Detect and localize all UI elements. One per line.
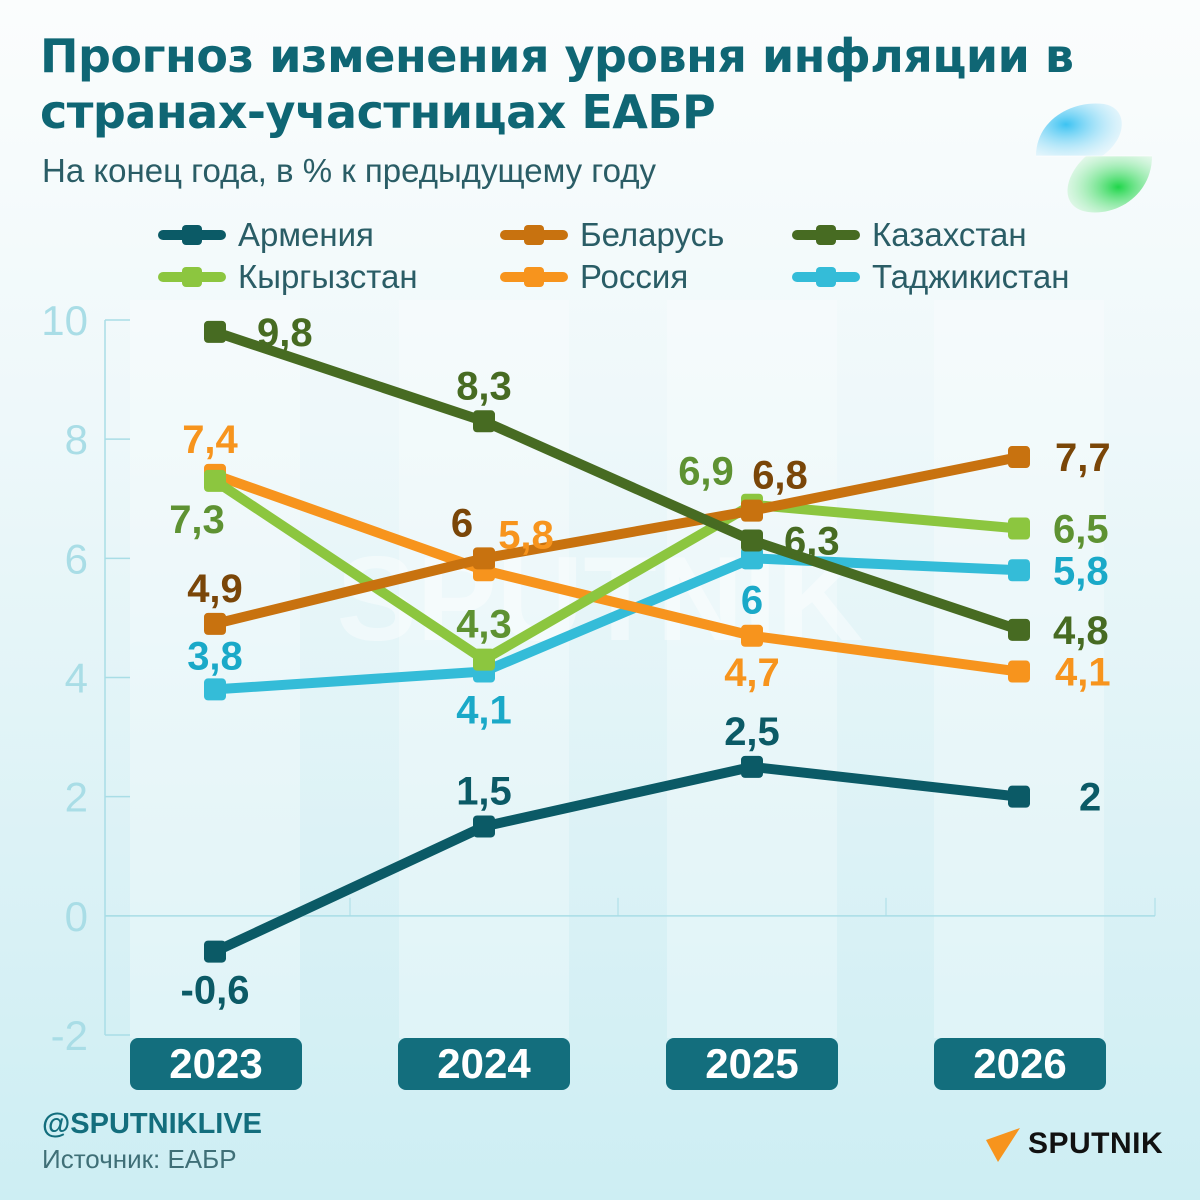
legend-item: Армения — [158, 216, 500, 254]
data-label: 6,3 — [784, 519, 840, 563]
data-label: 6,8 — [752, 454, 808, 498]
y-tick-label: 6 — [65, 535, 88, 582]
data-label: 7,7 — [1055, 436, 1111, 480]
data-point — [741, 624, 763, 647]
legend-item: Россия — [500, 258, 792, 296]
data-point — [741, 547, 763, 570]
legend-swatch-icon — [158, 225, 226, 245]
data-point — [204, 678, 226, 701]
legend-label: Кыргызстан — [238, 258, 418, 295]
data-label: 6,9 — [678, 450, 734, 494]
legend-label: Казахстан — [872, 216, 1027, 253]
legend-swatch-icon — [158, 267, 226, 287]
data-label: 4,1 — [456, 689, 512, 733]
data-label: 4,7 — [724, 651, 780, 695]
data-point — [1008, 618, 1030, 641]
column-band — [667, 300, 837, 1038]
data-point — [473, 648, 495, 671]
data-label: 8,3 — [456, 364, 512, 408]
legend-swatch-icon — [792, 267, 860, 287]
legend-item: Таджикистан — [792, 258, 1132, 296]
legend-label: Армения — [238, 216, 374, 253]
legend-label: Беларусь — [580, 216, 725, 253]
data-point — [204, 320, 226, 343]
series-line — [212, 476, 1020, 665]
column-band — [130, 300, 300, 1038]
data-point — [204, 940, 226, 963]
y-tick-label: 4 — [65, 655, 88, 702]
data-label: 5,8 — [1053, 549, 1109, 593]
legend: Армения Беларусь Казахстан Кыргызстан Россия… — [158, 216, 1158, 296]
data-point — [473, 410, 495, 433]
social-handle: @SPUTNIKLIVE — [42, 1108, 263, 1140]
data-label: 7,4 — [182, 418, 238, 462]
y-tick-label: 10 — [41, 297, 88, 344]
y-tick-label: 8 — [65, 416, 88, 463]
brand-name: SPUTNIK — [1028, 1127, 1164, 1160]
data-label: 3,8 — [187, 634, 243, 678]
page-title: Прогноз изменения уровня инфляции в стра… — [40, 29, 1074, 139]
data-point — [1008, 660, 1030, 683]
legend-item: Беларусь — [500, 216, 792, 254]
series-line — [213, 327, 1021, 635]
series-line — [213, 470, 1020, 677]
legend-item: Кыргызстан — [158, 258, 500, 296]
data-label: 4,1 — [1055, 651, 1111, 695]
data-point — [1008, 446, 1030, 469]
x-tick-label: 2025 — [666, 1038, 838, 1090]
x-tick-label: 2026 — [934, 1038, 1106, 1090]
legend-swatch-icon — [792, 225, 860, 245]
x-tick-label: 2024 — [398, 1038, 570, 1090]
y-tick-label: 0 — [65, 893, 88, 940]
data-label: -0,6 — [181, 969, 250, 1013]
legend-label: Россия — [580, 258, 689, 295]
data-label: 6 — [451, 501, 473, 545]
data-label: 5,8 — [498, 513, 554, 557]
data-point — [204, 612, 226, 635]
y-tick-label: -2 — [51, 1012, 88, 1059]
legend-label: Таджикистан — [872, 258, 1070, 295]
eabr-logo-icon — [1036, 103, 1152, 213]
data-point — [1008, 785, 1030, 808]
data-point — [473, 547, 495, 570]
data-label: 2,5 — [724, 710, 780, 754]
brand-logo: SPUTNIK — [984, 1124, 1163, 1164]
series-line — [214, 553, 1020, 695]
data-label: 7,3 — [169, 498, 225, 542]
data-label: 9,8 — [257, 311, 313, 355]
data-label: 2 — [1079, 776, 1101, 820]
legend-item: Казахстан — [792, 216, 1132, 254]
data-label: 4,8 — [1053, 609, 1109, 653]
data-label: 1,5 — [456, 769, 512, 813]
data-point — [741, 529, 763, 552]
legend-swatch-icon — [500, 225, 568, 245]
x-tick-label: 2023 — [130, 1038, 302, 1090]
source-note: Источник: ЕАБР — [42, 1144, 237, 1174]
data-point — [1008, 517, 1030, 540]
data-point — [1008, 559, 1030, 582]
data-point — [741, 755, 763, 778]
data-point — [741, 499, 763, 522]
data-label: 6 — [741, 578, 763, 622]
series-line — [213, 452, 1020, 629]
series-line — [212, 761, 1020, 957]
data-label: 4,9 — [187, 567, 243, 611]
data-point — [204, 469, 226, 492]
subtitle: На конец года, в % к предыдущему году — [42, 152, 656, 189]
y-tick-label: 2 — [65, 774, 88, 821]
data-label: 4,3 — [456, 603, 512, 647]
sputnik-arrow-icon — [986, 1128, 1020, 1162]
data-label: 6,5 — [1053, 508, 1109, 552]
data-point — [473, 815, 495, 838]
legend-swatch-icon — [500, 267, 568, 287]
